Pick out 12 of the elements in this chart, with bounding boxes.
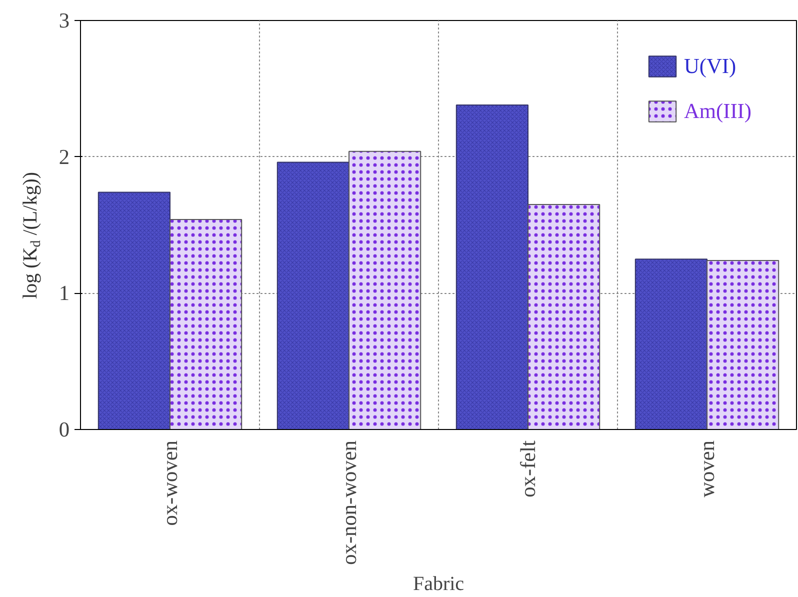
y-tick-label: 2 bbox=[58, 144, 70, 169]
y-tick-label: 3 bbox=[58, 8, 70, 32]
x-tick-label: ox-woven bbox=[158, 440, 182, 526]
y-axis-title: log (Kd /(L/kg)) bbox=[20, 172, 44, 299]
y-tick-label: 1 bbox=[58, 281, 70, 306]
y-tick-label: 0 bbox=[58, 418, 70, 442]
x-axis-title: Fabric bbox=[412, 572, 464, 595]
x-tick-label: woven bbox=[695, 440, 719, 498]
legend-label: U(VI) bbox=[684, 54, 736, 78]
x-tick-label: ox-felt bbox=[516, 440, 540, 498]
x-tick-label: ox-non-woven bbox=[337, 440, 361, 565]
legend-label: Am(III) bbox=[684, 98, 752, 124]
